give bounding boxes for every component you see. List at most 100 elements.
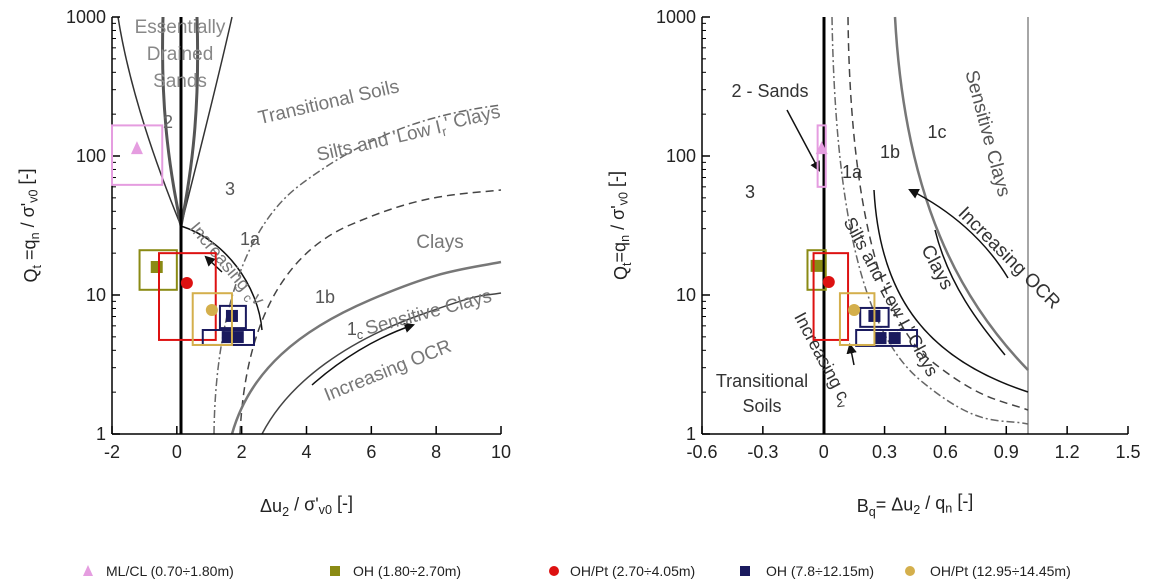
text-part: 2 [163, 112, 173, 132]
y-tick-label: 1 [96, 424, 106, 444]
annotation: 2 [163, 112, 173, 132]
annotation: Increasing cv [788, 309, 857, 412]
text-part: Essentially [135, 17, 226, 38]
boundary [230, 260, 502, 435]
annotation: 2 - Sands [731, 81, 808, 101]
boundary [831, 16, 1029, 425]
text-part: v0 [27, 190, 41, 203]
x-axis-label: Δu2 / σ'v0 [-] [260, 493, 353, 519]
text-part: t [620, 262, 634, 266]
text-part: 1b [315, 287, 335, 307]
y-tick-label: 1000 [656, 7, 696, 27]
x-tick-label: 0.9 [994, 442, 1019, 462]
legend-label: OH/Pt (2.70÷4.05m) [570, 563, 695, 579]
x-tick-label: 8 [431, 442, 441, 462]
annotation: Sands [153, 71, 207, 92]
boundary [873, 189, 1029, 393]
y-tick-label: 100 [76, 146, 106, 166]
boundary [847, 16, 1029, 411]
x-tick-label: 0 [172, 442, 182, 462]
legend-label: OH (1.80÷2.70m) [353, 563, 461, 579]
text-part: B [857, 496, 869, 516]
y-tick-label: 10 [86, 285, 106, 305]
legend-label: OH/Pt (12.95÷14.45m) [930, 563, 1071, 579]
text-part: t [30, 264, 44, 268]
arrow [786, 109, 820, 172]
text-part: 2 [282, 505, 289, 519]
text-part: r [441, 124, 449, 140]
annotation: 1c [347, 319, 363, 342]
data-point [130, 141, 143, 155]
y-tick-label: 10 [676, 285, 696, 305]
data-point [815, 141, 828, 155]
range-box [838, 292, 876, 346]
annotation: 1a [842, 162, 863, 182]
data-point [848, 303, 861, 316]
x-axis-label: Bq= Δu2 / qn [-] [857, 491, 974, 519]
text-part: Sensitive Clays [960, 68, 1014, 199]
legend-marker [905, 566, 915, 576]
x-tick-label: 0 [819, 442, 829, 462]
text-part: / σ' [289, 494, 319, 514]
annotation: 1c [927, 122, 946, 142]
data-point [874, 332, 887, 345]
data-point [231, 331, 244, 344]
text-part: 1a [240, 229, 261, 249]
text-part: Q [611, 266, 631, 280]
y-axis-label: Qt=qn / σ'v0 [-] [606, 171, 634, 280]
data-point [810, 259, 823, 272]
boundary [180, 225, 263, 331]
text-part: Drained [147, 44, 214, 65]
range-box [855, 329, 919, 347]
text-part: 3 [745, 182, 755, 202]
legend-marker [549, 566, 559, 576]
data-point [221, 331, 234, 344]
range-box [158, 252, 217, 341]
range-box [806, 249, 827, 291]
x-tick-label: -2 [104, 442, 120, 462]
boundaries-right [786, 16, 1029, 434]
data-point [822, 276, 835, 289]
data-point [150, 261, 163, 274]
text-part: =q [19, 239, 39, 265]
text-part: [-] [606, 171, 626, 192]
text-part: ' Clays [900, 323, 943, 380]
text-part: q [869, 505, 876, 519]
legend-label: OH (7.8÷12.15m) [766, 563, 874, 579]
text-part: 1a [842, 162, 863, 182]
x-tick-label: -0.6 [686, 442, 717, 462]
range-box [812, 252, 850, 341]
text-part: [-] [952, 491, 973, 511]
text-part: v0 [319, 503, 332, 517]
x-tick-label: -0.3 [747, 442, 778, 462]
boundary [180, 16, 233, 227]
text-part: 2 [913, 503, 920, 517]
text-part: / q [920, 493, 945, 513]
range-box [191, 292, 233, 346]
boundary [893, 16, 1029, 371]
annotation: Transitional [716, 371, 808, 391]
boundaries-left [117, 16, 502, 435]
data-point [888, 332, 901, 345]
x-tick-label: 2 [237, 442, 247, 462]
text-part: Silts and 'Low I [315, 117, 444, 166]
annotation: Essentially [135, 17, 226, 38]
annotation: Increasing OCR [321, 336, 454, 406]
arrow [311, 322, 415, 386]
y-axis-label: Qt =qn / σ'v0 [-] [16, 169, 44, 283]
text-part: 1c [927, 122, 946, 142]
y-tick-label: 100 [666, 146, 696, 166]
range-box [816, 124, 827, 188]
annotation: 1a [240, 229, 261, 249]
legend-label: ML/CL (0.70÷1.80m) [106, 563, 234, 579]
annotation: Transitional Soils [256, 76, 401, 129]
arrow [908, 189, 1009, 279]
legend-marker [740, 566, 750, 576]
data-point [180, 276, 193, 289]
annotation: 1b [880, 142, 900, 162]
text-part: n [618, 235, 632, 242]
text-part: Transitional Soils [256, 76, 401, 129]
text-part: Soils [742, 396, 781, 416]
arrow [846, 342, 857, 366]
